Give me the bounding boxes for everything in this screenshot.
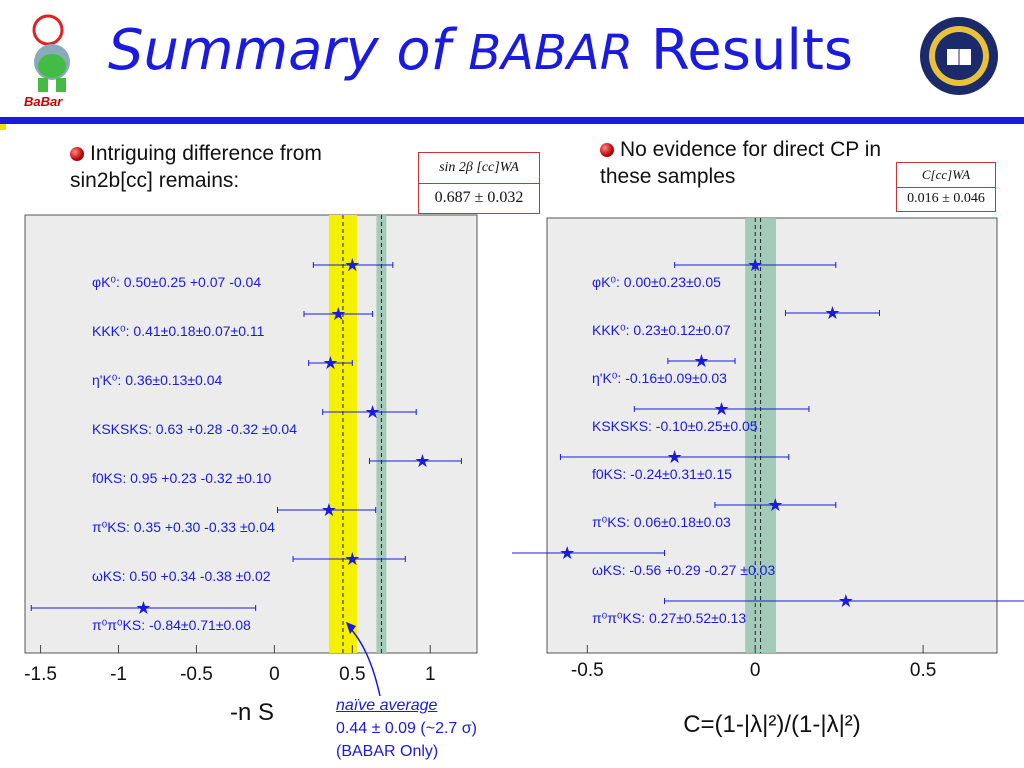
point-label: KSKSKS: -0.10±0.25±0.05 [592, 418, 758, 434]
point-label: KKK⁰: 0.41±0.18±0.07±0.11 [92, 323, 265, 339]
naive-average-arrowhead [346, 622, 356, 634]
data-point: ★ [135, 598, 151, 618]
naive-average-note: naïve average 0.44 ± 0.09 (~2.7 σ) (BABA… [336, 694, 477, 763]
x-tick-label: -0.5 [571, 660, 604, 681]
point-label: φK⁰: 0.50±0.25 +0.07 -0.04 [92, 274, 261, 290]
data-point: ★ [767, 495, 783, 515]
bullet-left-text: Intriguing difference from sin2b[cc] rem… [70, 142, 322, 192]
wa-right-value: 0.016 ± 0.046 [907, 191, 985, 206]
point-label: π⁰π⁰KS: -0.84±0.71±0.08 [92, 617, 251, 633]
data-point: ★ [747, 255, 763, 275]
x-tick-label: 0.5 [910, 660, 936, 681]
babar-logo [12, 10, 92, 110]
x-axis-label: -η S [230, 699, 274, 720]
data-point: ★ [667, 447, 683, 467]
wa-right-label: C[cc]WA [897, 163, 995, 188]
data-point: ★ [838, 591, 854, 611]
point-label: η'K⁰: 0.36±0.13±0.04 [92, 372, 223, 388]
bullet-dot-icon [600, 143, 614, 158]
bullet-left: Intriguing difference from sin2b[cc] rem… [70, 140, 410, 194]
point-label: ωKS: 0.50 +0.34 -0.38 ±0.02 [92, 568, 271, 584]
x-tick-label: -1 [110, 664, 127, 685]
data-point: ★ [344, 255, 360, 275]
bullet-dot-icon [70, 147, 84, 162]
data-point: ★ [824, 303, 840, 323]
point-label: f0KS: -0.24±0.31±0.15 [592, 466, 732, 482]
point-label: f0KS: 0.95 +0.23 -0.32 ±0.10 [92, 470, 272, 486]
x-tick-label: -1.5 [24, 664, 57, 685]
point-label: π⁰KS: 0.06±0.18±0.03 [592, 514, 731, 530]
x-tick-label: 1 [425, 664, 436, 685]
data-point: ★ [344, 549, 360, 569]
bullet-right: No evidence for direct CP in these sampl… [600, 136, 900, 190]
x-tick-label: 0 [269, 664, 280, 685]
point-label: η'K⁰: -0.16±0.09±0.03 [592, 370, 727, 386]
title-divider [0, 117, 1024, 124]
point-label: π⁰KS: 0.35 +0.30 -0.33 ±0.04 [92, 519, 275, 535]
point-label: ωKS: -0.56 +0.29 -0.27 ±0.03 [592, 562, 775, 578]
data-point: ★ [414, 451, 430, 471]
wa-left-label: sin 2β [cc]WA [419, 153, 539, 184]
chart-c-panel: ★ φK⁰: 0.00±0.23±0.05 ★ KKK⁰: 0.23±0.12±0.0… [512, 217, 1024, 738]
naive-average-value: 0.44 ± 0.09 (~2.7 σ) [336, 720, 477, 737]
data-point: ★ [330, 304, 346, 324]
university-seal-icon [918, 15, 1000, 97]
data-point: ★ [693, 351, 709, 371]
bullet-right-text: No evidence for direct CP in these sampl… [600, 138, 882, 188]
wa-box-left: sin 2β [cc]WA 0.687 ± 0.032 [418, 152, 540, 214]
x-tick-label: 0 [750, 660, 761, 681]
plot-area [24, 214, 478, 654]
page-title: Summary of BABAR Results [108, 18, 853, 83]
title-suffix: Results [633, 18, 854, 83]
x-axis-label: C=(1-|λ|²)/(1-|λ|²) [683, 711, 861, 738]
data-point: ★ [322, 353, 338, 373]
point-label: φK⁰: 0.00±0.23±0.05 [592, 274, 721, 290]
point-label: π⁰π⁰KS: 0.27±0.52±0.13 [592, 610, 746, 626]
title-babar: BABAR [468, 25, 634, 81]
title-divider-accent [0, 124, 6, 130]
data-point: ★ [365, 402, 381, 422]
point-label: KKK⁰: 0.23±0.12±0.07 [592, 322, 731, 338]
title-prefix: Summary of [108, 18, 469, 83]
naive-average-title: naïve average [336, 697, 438, 714]
data-point: ★ [714, 399, 730, 419]
chart-s-panel: ★ φK⁰: 0.50±0.25 +0.07 -0.04 ★ KKK⁰: 0.41±0… [24, 214, 478, 720]
naive-average-arrow [349, 627, 381, 697]
x-tick-label: -0.5 [180, 664, 213, 685]
point-label: KSKSKS: 0.63 +0.28 -0.32 ±0.04 [92, 421, 297, 437]
babar-logo-text: BaBar [24, 94, 63, 109]
data-point: ★ [321, 500, 337, 520]
wa-box-right: C[cc]WA 0.016 ± 0.046 [896, 162, 996, 212]
x-tick-label: 0.5 [339, 664, 365, 685]
naive-average-scope: (BABAR Only) [336, 743, 439, 760]
wa-left-value: 0.687 ± 0.032 [434, 189, 524, 206]
data-point: ★ [559, 543, 575, 563]
